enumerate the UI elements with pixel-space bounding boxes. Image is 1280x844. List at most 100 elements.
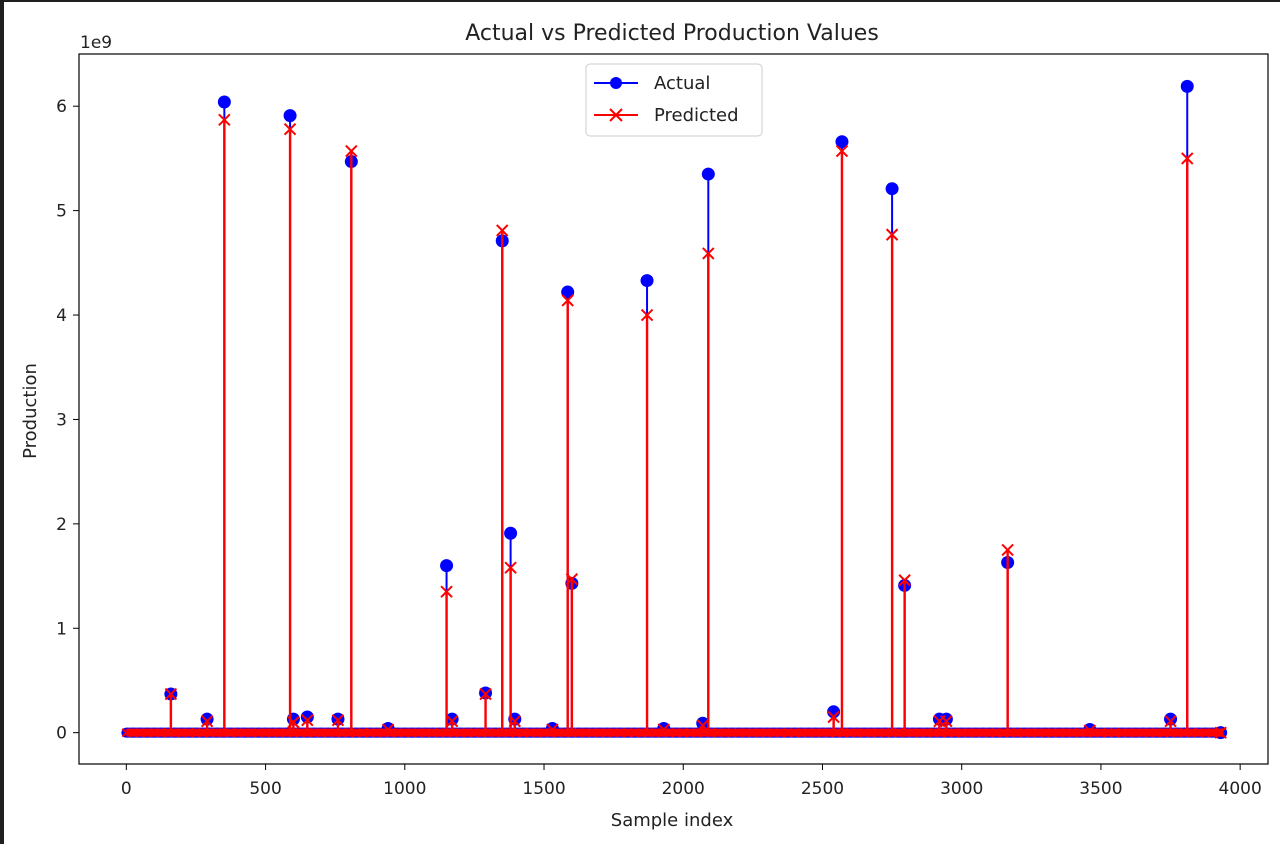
predicted-baseline-marker xyxy=(1103,727,1113,738)
predicted-baseline-marker xyxy=(643,727,654,738)
predicted-baseline-marker xyxy=(1193,727,1204,738)
x-stroke xyxy=(1144,727,1155,738)
x-stroke xyxy=(1033,727,1043,738)
y-offset-label: 1e9 xyxy=(80,33,112,53)
predicted-baseline-marker xyxy=(434,727,445,738)
predicted-marker xyxy=(445,714,459,728)
predicted-baseline-marker xyxy=(1110,727,1120,738)
predicted-baseline-marker xyxy=(1040,727,1050,738)
predicted-baseline-marker xyxy=(121,727,132,738)
x-stroke xyxy=(998,727,1009,738)
predicted-baseline-marker xyxy=(539,727,549,738)
x-stroke xyxy=(1165,727,1176,738)
y-tick-label: 3 xyxy=(56,410,67,430)
x-stroke xyxy=(755,727,765,738)
predicted-baseline-marker xyxy=(1012,727,1023,738)
x-stroke xyxy=(156,727,166,738)
actual-marker xyxy=(283,109,297,123)
predicted-baseline-marker xyxy=(901,727,911,738)
predicted-marker xyxy=(479,687,492,701)
predicted-baseline-marker xyxy=(239,727,250,738)
predicted-marker xyxy=(885,228,899,241)
x-stroke xyxy=(440,585,453,598)
predicted-baseline-marker xyxy=(1075,727,1085,738)
predicted-baseline-marker xyxy=(741,727,751,738)
predicted-baseline-marker xyxy=(608,727,619,738)
x-stroke xyxy=(831,727,842,738)
predicted-baseline-marker xyxy=(233,727,243,738)
x-tick-label: 1000 xyxy=(383,779,426,799)
plot-area xyxy=(121,79,1228,740)
x-stroke xyxy=(479,687,492,701)
predicted-baseline-marker xyxy=(288,727,299,738)
y-tick-label: 2 xyxy=(56,515,67,535)
predicted-baseline-marker xyxy=(351,727,361,738)
predicted-baseline-marker xyxy=(427,727,438,738)
predicted-baseline-marker xyxy=(128,727,139,738)
x-stroke xyxy=(991,727,1002,738)
x-stroke xyxy=(142,727,152,738)
predicted-baseline-marker xyxy=(970,727,981,738)
x-stroke xyxy=(1151,727,1162,738)
predicted-baseline-marker xyxy=(601,727,612,738)
x-stroke xyxy=(372,727,382,738)
predicted-baseline-marker xyxy=(817,727,828,738)
x-stroke xyxy=(497,727,507,738)
predicted-baseline-marker xyxy=(372,727,382,738)
x-stroke xyxy=(200,714,214,728)
predicted-marker xyxy=(345,144,358,158)
predicted-baseline-marker xyxy=(963,727,974,738)
predicted-marker xyxy=(440,585,453,598)
predicted-baseline-marker xyxy=(274,727,285,738)
x-stroke xyxy=(302,727,313,738)
x-tick-label: 500 xyxy=(249,779,281,799)
x-stroke xyxy=(702,247,715,260)
x-stroke xyxy=(885,228,899,241)
x-stroke xyxy=(287,716,300,729)
actual-marker xyxy=(440,559,454,573)
predicted-marker xyxy=(504,561,517,574)
predicted-baseline-marker xyxy=(393,727,403,738)
x-stroke xyxy=(762,727,772,738)
x-stroke xyxy=(490,727,500,738)
x-stroke xyxy=(226,727,236,738)
x-stroke xyxy=(1001,543,1014,557)
x-stroke xyxy=(657,723,670,736)
x-stroke xyxy=(532,727,542,738)
y-tick-label: 6 xyxy=(56,97,67,117)
x-stroke xyxy=(956,727,967,738)
predicted-baseline-marker xyxy=(281,727,292,738)
x-stroke xyxy=(963,727,974,738)
predicted-baseline-marker xyxy=(365,727,375,738)
predicted-baseline-marker xyxy=(769,727,779,738)
x-stroke xyxy=(1214,726,1227,739)
predicted-baseline-marker xyxy=(177,727,187,738)
predicted-baseline-marker xyxy=(922,727,932,738)
x-stroke xyxy=(393,727,403,738)
predicted-baseline-marker xyxy=(504,727,514,738)
x-stroke xyxy=(1124,727,1134,738)
x-stroke xyxy=(149,727,159,738)
x-stroke xyxy=(894,727,904,738)
predicted-baseline-marker xyxy=(441,727,452,738)
x-stroke xyxy=(685,727,695,738)
x-stroke xyxy=(504,727,514,738)
actual-marker xyxy=(445,712,459,726)
x-stroke xyxy=(595,727,605,738)
predicted-baseline-marker xyxy=(803,727,814,738)
x-stroke xyxy=(769,727,779,738)
x-stroke xyxy=(301,713,314,727)
x-stroke xyxy=(977,727,988,738)
predicted-baseline-marker xyxy=(595,727,605,738)
predicted-baseline-marker xyxy=(1179,727,1190,738)
x-stroke xyxy=(629,727,640,738)
x-stroke xyxy=(940,714,953,728)
x-stroke xyxy=(574,727,584,738)
x-stroke xyxy=(615,727,626,738)
predicted-marker xyxy=(940,714,953,728)
predicted-baseline-marker xyxy=(581,727,591,738)
x-stroke xyxy=(518,727,528,738)
x-stroke xyxy=(381,723,395,736)
predicted-baseline-marker xyxy=(873,727,883,738)
predicted-baseline-marker xyxy=(685,727,695,738)
